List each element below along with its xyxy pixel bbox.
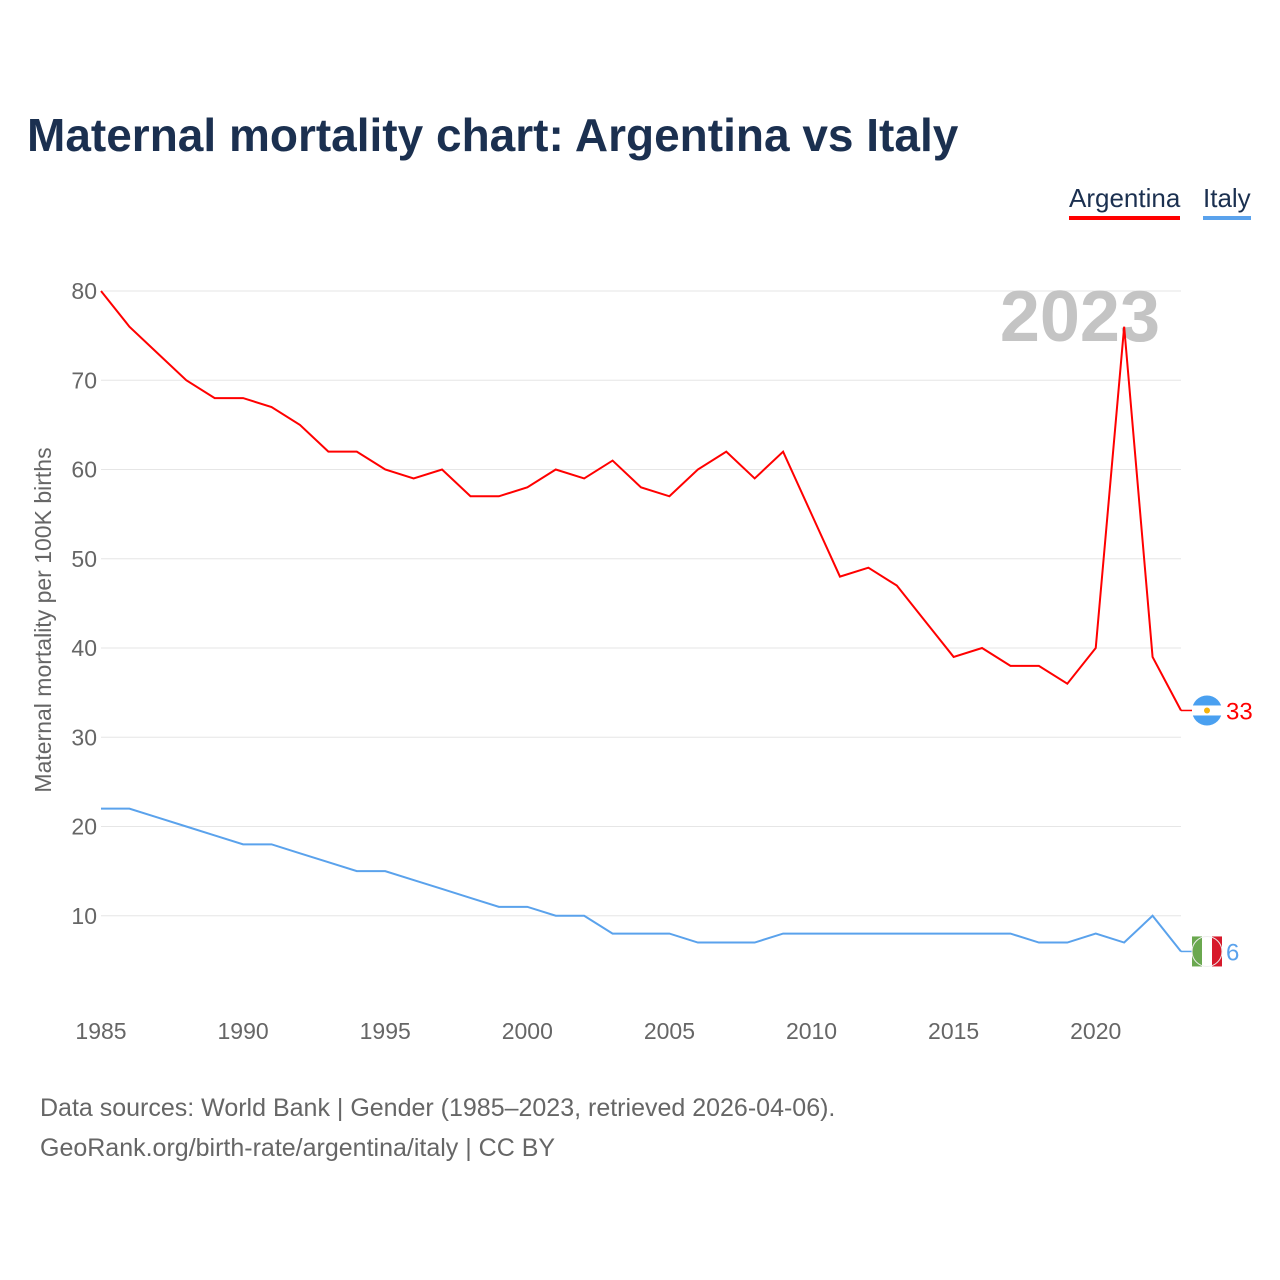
x-tick-label: 1985 [75, 1018, 126, 1044]
italy-flag-red [1212, 936, 1222, 967]
x-tick-label: 2015 [928, 1018, 979, 1044]
y-tick-label: 80 [71, 278, 97, 304]
italy-flag-icon [1191, 935, 1223, 967]
y-tick-label: 30 [71, 724, 97, 750]
chart-title: Maternal mortality chart: Argentina vs I… [27, 109, 959, 161]
series-line-italy [101, 807, 1182, 953]
argentina-flag-sun [1204, 707, 1210, 714]
legend-italy[interactable]: Italy [1203, 183, 1251, 220]
y-axis-label: Maternal mortality per 100K births [30, 447, 56, 792]
x-tick-label: 2000 [502, 1018, 553, 1044]
source-line-1: Data sources: World Bank | Gender (1985–… [40, 1094, 836, 1122]
source-line-2: GeoRank.org/birth-rate/argentina/italy |… [40, 1134, 556, 1162]
y-tick-label: 40 [71, 635, 97, 661]
year-watermark: 2023 [1000, 277, 1160, 357]
x-tick-label: 2005 [644, 1018, 695, 1044]
y-tick-label: 50 [71, 546, 97, 572]
y-tick-label: 20 [71, 814, 97, 840]
x-tick-label: 2010 [786, 1018, 837, 1044]
x-tick-label: 1990 [218, 1018, 269, 1044]
y-tick-label: 70 [71, 367, 97, 393]
end-value-label: 33 [1226, 698, 1253, 725]
y-tick-label: 60 [71, 457, 97, 483]
italy-flag-white [1202, 936, 1212, 967]
italy-flag-green [1192, 936, 1202, 967]
y-tick-label: 10 [71, 903, 97, 929]
source-note: Data sources: World Bank | Gender (1985–… [40, 1088, 835, 1168]
x-tick-label: 1995 [360, 1018, 411, 1044]
end-value-label: 6 [1226, 939, 1239, 966]
x-tick-label: 2020 [1070, 1018, 1121, 1044]
legend-argentina[interactable]: Argentina [1069, 183, 1181, 220]
series-line-argentina [100, 290, 1182, 711]
